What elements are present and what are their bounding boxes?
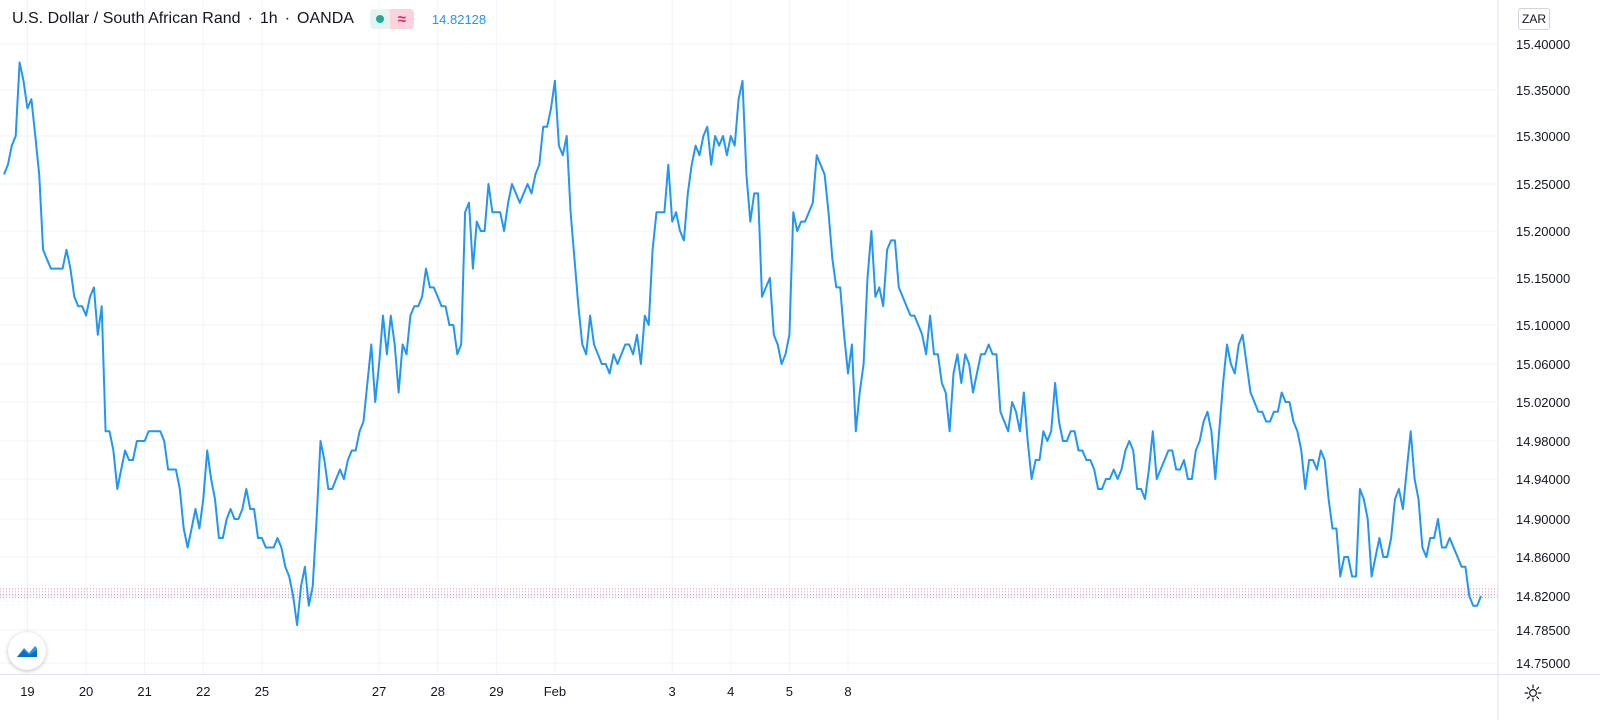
y-tick-label: 15.15000 <box>1516 271 1570 286</box>
market-open-dot-icon[interactable] <box>369 9 390 29</box>
y-tick-label: 14.82000 <box>1516 589 1570 604</box>
x-tick-label: 3 <box>669 684 676 699</box>
series-layer <box>3 61 1482 627</box>
y-tick-label: 14.90000 <box>1516 512 1570 527</box>
y-tick-label: 14.98000 <box>1516 434 1570 449</box>
legend-separator: · <box>284 10 291 27</box>
y-tick-label: 15.40000 <box>1516 37 1570 52</box>
price-series-line <box>3 61 1482 627</box>
y-tick-label: 14.78500 <box>1516 623 1570 638</box>
y-tick-label: 15.06000 <box>1516 357 1570 372</box>
y-tick-label: 14.94000 <box>1516 472 1570 487</box>
y-tick-label: 15.02000 <box>1516 395 1570 410</box>
x-tick-label: 21 <box>137 684 151 699</box>
price-lines <box>0 588 1498 599</box>
x-tick-label: 19 <box>20 684 34 699</box>
y-tick-label: 15.25000 <box>1516 177 1570 192</box>
y-tick-label: 15.30000 <box>1516 129 1570 144</box>
tradingview-logo-icon[interactable] <box>8 632 46 670</box>
x-tick-label: Feb <box>544 684 566 699</box>
x-tick-label: 28 <box>430 684 444 699</box>
interval-label[interactable]: 1h <box>259 10 278 27</box>
x-tick-label: 5 <box>786 684 793 699</box>
x-tick-label: 27 <box>372 684 386 699</box>
wave-icon[interactable]: ≈ <box>389 9 414 29</box>
last-price: 14.82128 <box>431 11 487 27</box>
gear-icon[interactable] <box>1520 680 1546 706</box>
x-tick-label: 4 <box>727 684 734 699</box>
x-tick-label: 25 <box>255 684 269 699</box>
y-tick-label: 15.20000 <box>1516 224 1570 239</box>
x-tick-label: 29 <box>489 684 503 699</box>
x-tick-label: 20 <box>79 684 93 699</box>
chart-legend: U.S. Dollar / South African Rand · 1h · … <box>12 8 486 30</box>
status-badge[interactable]: ≈ <box>369 9 414 29</box>
symbol-name[interactable]: U.S. Dollar / South African Rand <box>12 10 241 27</box>
y-tick-label: 15.10000 <box>1516 318 1570 333</box>
x-tick-label: 8 <box>844 684 851 699</box>
y-tick-label: 14.86000 <box>1516 550 1570 565</box>
y-tick-label: 14.75000 <box>1516 656 1570 671</box>
x-tick-label: 22 <box>196 684 210 699</box>
y-tick-label: 15.35000 <box>1516 83 1570 98</box>
source-label: OANDA <box>297 10 354 27</box>
grid <box>0 0 1498 674</box>
currency-button[interactable]: ZAR <box>1518 8 1550 30</box>
legend-separator: · <box>247 10 253 27</box>
